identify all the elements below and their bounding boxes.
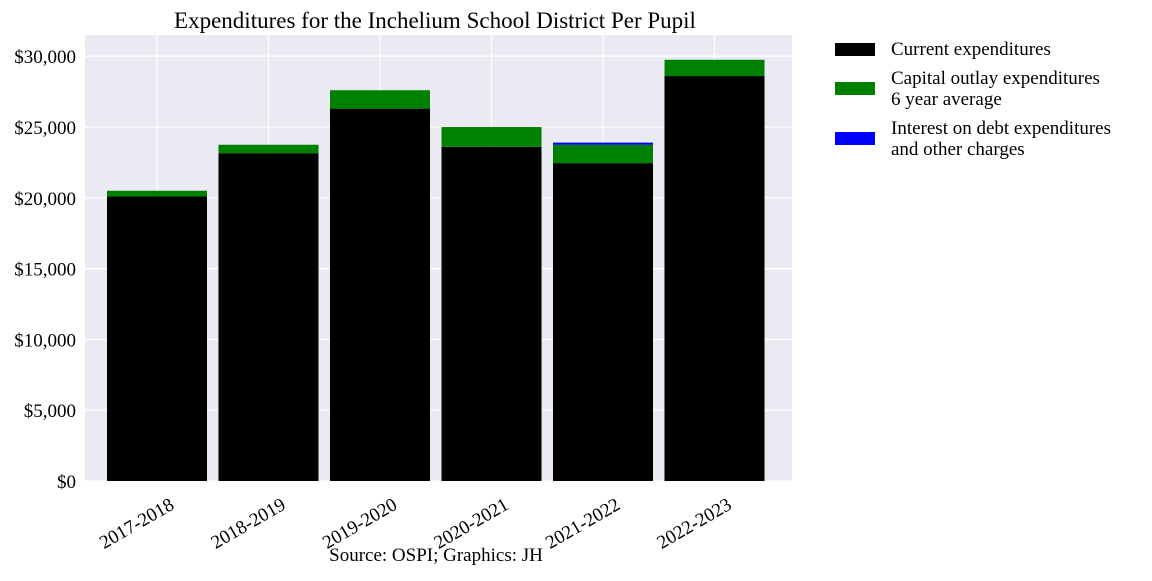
legend-label: 6 year average xyxy=(891,89,1002,110)
x-tick-label: 2017-2018 xyxy=(96,494,178,553)
y-axis: $0 $5,000 $10,000 $15,000 $20,000 $25,000 $30,… xyxy=(14,47,76,493)
y-tick-label: $5,000 xyxy=(24,401,76,422)
source-caption: Source: OSPI; Graphics: JH xyxy=(329,545,543,566)
bar-segment-series-0-2022-2023 xyxy=(664,76,765,482)
bar-segment-series-2-2021-2022 xyxy=(553,142,653,145)
legend-swatch xyxy=(835,43,875,56)
bar-segment-series-0-2017-2018 xyxy=(107,196,207,481)
bar-segment-series-0-2018-2019 xyxy=(218,153,319,481)
bar-segment-series-1-2020-2021 xyxy=(441,127,542,147)
y-tick-label: $30,000 xyxy=(14,47,76,68)
bar-segment-series-1-2021-2022 xyxy=(553,144,653,164)
x-tick-label: 2018-2019 xyxy=(208,494,290,553)
bar-segment-series-0-2021-2022 xyxy=(553,163,653,481)
legend-label: Interest on debt expenditures xyxy=(891,118,1111,139)
legend-swatch xyxy=(835,132,875,145)
y-tick-label: $15,000 xyxy=(14,260,76,281)
bar-segment-series-0-2020-2021 xyxy=(441,146,542,481)
y-tick-label: $20,000 xyxy=(14,189,76,210)
bar-segment-series-1-2018-2019 xyxy=(218,144,319,154)
legend-label: and other charges xyxy=(891,139,1025,160)
y-tick-label: $0 xyxy=(57,472,76,493)
bar-segment-series-0-2019-2020 xyxy=(330,108,430,481)
bars xyxy=(107,59,765,482)
legend-label: Capital outlay expenditures xyxy=(891,68,1100,89)
legend: Current expenditures Capital outlay expen… xyxy=(835,39,1111,160)
bar-segment-series-1-2019-2020 xyxy=(330,90,430,109)
bar-segment-series-1-2017-2018 xyxy=(107,190,207,197)
y-tick-label: $10,000 xyxy=(14,330,76,351)
legend-label: Current expenditures xyxy=(891,39,1051,60)
x-tick-label: 2022-2023 xyxy=(654,494,736,553)
x-tick-label: 2021-2022 xyxy=(542,494,624,553)
chart-title: Expenditures for the Inchelium School Di… xyxy=(174,8,696,33)
legend-swatch xyxy=(835,82,875,95)
bar-segment-series-1-2022-2023 xyxy=(664,59,765,77)
y-tick-label: $25,000 xyxy=(14,118,76,139)
